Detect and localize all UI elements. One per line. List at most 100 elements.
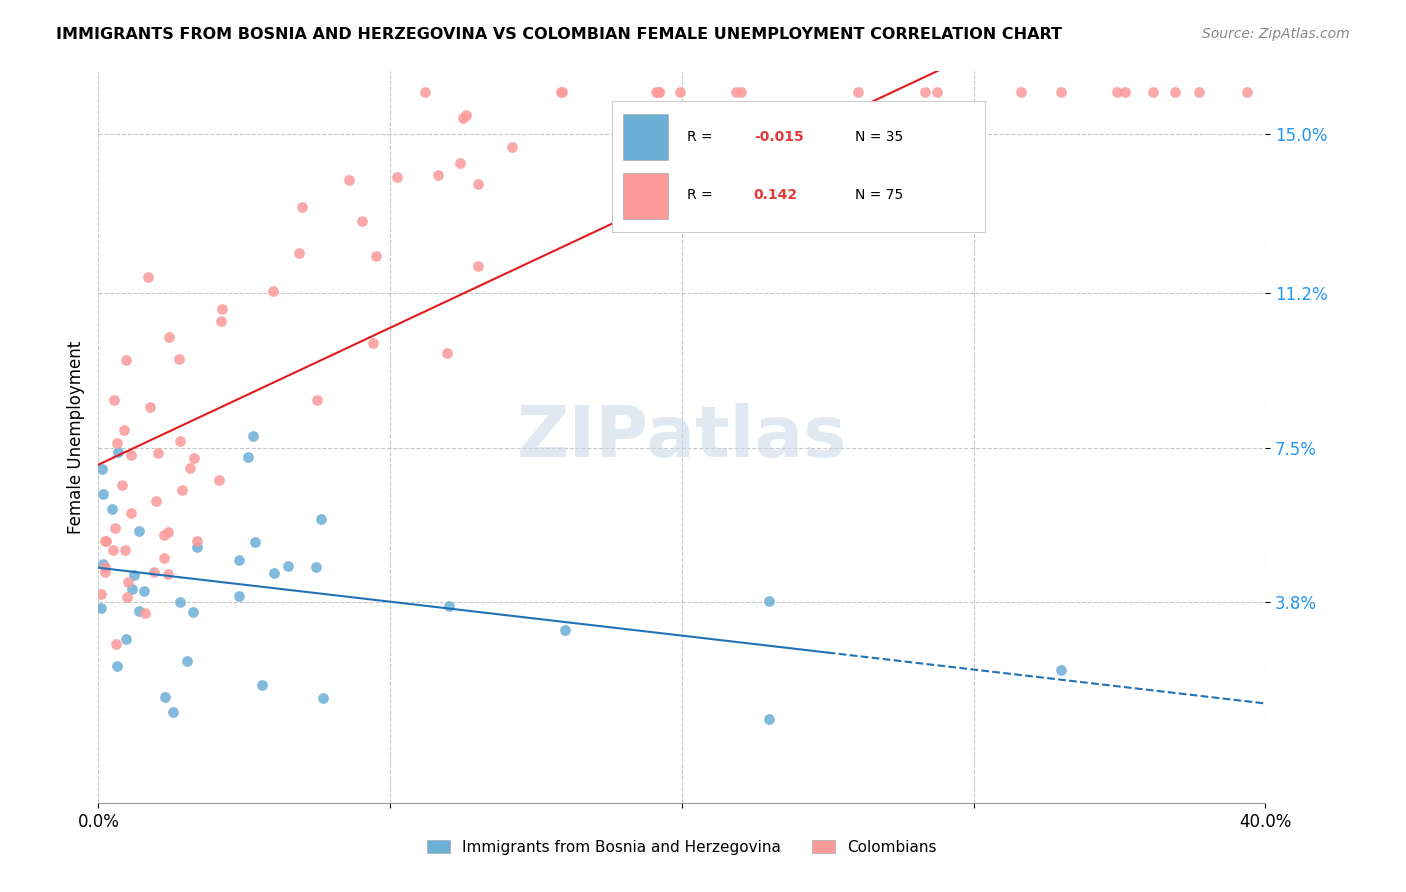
Point (211, 301, 233, 316)
Point (157, 525, 180, 540)
Point (242, 429, 264, 443)
Point (136, 269, 159, 284)
Point (107, 444, 129, 458)
Point (128, 604, 150, 618)
Point (1049, 85, 1071, 99)
Point (146, 446, 169, 460)
Point (1142, 85, 1164, 99)
Point (758, 594, 780, 608)
Point (152, 528, 174, 542)
Point (1164, 85, 1187, 99)
Point (551, 85, 574, 99)
Point (169, 434, 191, 448)
Point (277, 558, 299, 573)
Point (288, 246, 311, 260)
Point (291, 201, 314, 215)
Point (105, 658, 128, 673)
Point (209, 314, 232, 328)
Text: Source: ZipAtlas.com: Source: ZipAtlas.com (1202, 27, 1350, 41)
Point (103, 521, 125, 535)
Point (361, 336, 384, 351)
Point (101, 542, 124, 557)
Point (1050, 663, 1073, 677)
Point (364, 249, 387, 263)
Point (167, 352, 190, 367)
Point (134, 606, 156, 620)
Point (115, 632, 138, 646)
Point (337, 172, 360, 186)
Text: ZIPatlas: ZIPatlas (517, 402, 846, 472)
Y-axis label: Female Unemployment: Female Unemployment (66, 341, 84, 533)
Point (262, 285, 284, 299)
Point (846, 85, 869, 99)
Point (208, 473, 231, 487)
Point (139, 400, 162, 414)
Point (105, 435, 128, 450)
Point (550, 85, 572, 99)
Point (228, 552, 250, 566)
Point (1236, 85, 1258, 99)
Point (725, 85, 748, 99)
Point (103, 392, 125, 407)
Point (111, 478, 134, 492)
Point (645, 85, 668, 99)
Point (153, 551, 176, 566)
Point (467, 259, 489, 273)
Point (94, 533, 117, 548)
Point (925, 85, 948, 99)
Point (183, 605, 205, 619)
Point (263, 566, 285, 580)
Point (179, 461, 201, 475)
Point (94, 565, 117, 579)
Point (1188, 85, 1211, 99)
Point (122, 568, 145, 582)
Point (117, 574, 139, 589)
Point (648, 85, 671, 99)
Point (145, 494, 167, 508)
Point (91, 557, 114, 571)
Point (186, 540, 208, 554)
Point (669, 85, 692, 99)
Point (305, 559, 328, 574)
Point (170, 483, 193, 498)
Point (91, 486, 114, 500)
Point (1114, 85, 1136, 99)
Point (120, 506, 142, 520)
Point (128, 524, 150, 538)
Point (352, 214, 374, 228)
Point (96, 533, 118, 548)
Point (114, 542, 136, 557)
Point (451, 112, 474, 126)
Point (91, 462, 114, 476)
Point (114, 352, 136, 367)
Point (1010, 85, 1032, 99)
Point (467, 178, 489, 192)
Point (142, 566, 165, 580)
Point (454, 108, 477, 122)
Point (436, 345, 458, 359)
Point (914, 85, 936, 99)
Text: IMMIGRANTS FROM BOSNIA AND HERZEGOVINA VS COLOMBIAN FEMALE UNEMPLOYMENT CORRELAT: IMMIGRANTS FROM BOSNIA AND HERZEGOVINA V… (56, 27, 1063, 42)
Legend: Immigrants from Bosnia and Herzegovina, Colombians: Immigrants from Bosnia and Herzegovina, … (422, 834, 942, 861)
Point (385, 169, 408, 184)
Point (312, 690, 335, 705)
Point (157, 330, 180, 344)
Point (101, 502, 124, 516)
Point (90, 600, 112, 615)
Point (501, 140, 523, 154)
Point (243, 534, 266, 549)
Point (183, 451, 205, 466)
Point (169, 595, 191, 609)
Point (121, 582, 143, 597)
Point (132, 584, 155, 599)
Point (120, 448, 142, 462)
Point (115, 591, 138, 605)
Point (238, 450, 260, 464)
Point (153, 690, 176, 704)
Point (449, 156, 471, 170)
Point (305, 392, 328, 407)
Point (228, 589, 250, 603)
Point (114, 423, 136, 437)
Point (730, 85, 752, 99)
Point (162, 705, 184, 719)
